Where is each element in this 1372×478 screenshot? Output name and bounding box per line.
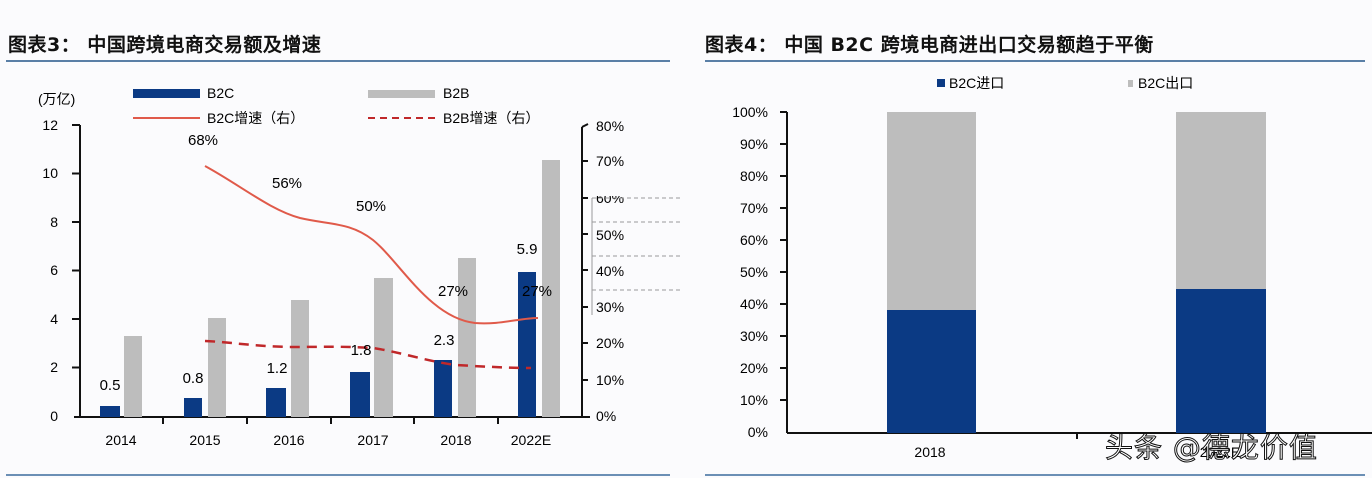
b2c-growth-labels: 68% 56% 50% 27% 27% <box>188 132 552 300</box>
b2c-growth-line <box>204 165 539 325</box>
svg-text:2: 2 <box>50 359 58 375</box>
svg-text:68%: 68% <box>188 132 218 149</box>
svg-text:100%: 100% <box>732 104 768 120</box>
svg-text:0: 0 <box>50 408 58 424</box>
svg-text:90%: 90% <box>740 136 768 152</box>
svg-text:12: 12 <box>42 117 58 133</box>
svg-text:20%: 20% <box>596 335 624 351</box>
legend-b2b-growth: B2B增速（右） <box>443 110 539 126</box>
svg-text:0.5: 0.5 <box>100 377 121 394</box>
legend-b2c-growth: B2C增速（右） <box>207 110 304 126</box>
chart4-title-rule <box>705 60 1365 62</box>
svg-text:70%: 70% <box>596 153 624 169</box>
chart3-legend: B2C B2B B2C增速（右） B2B增速（右） <box>133 85 539 126</box>
legend-b2c: B2C <box>207 85 234 101</box>
chart4-bottom-rule <box>705 474 1365 476</box>
svg-text:5.9: 5.9 <box>517 241 538 258</box>
svg-text:2017: 2017 <box>357 432 388 448</box>
overlay-dashed-grid <box>591 197 680 315</box>
svg-text:50%: 50% <box>596 227 624 243</box>
svg-text:27%: 27% <box>522 283 552 300</box>
chart3-left-axis <box>72 124 81 417</box>
chart3-unit-label: (万亿) <box>38 91 75 107</box>
svg-text:8: 8 <box>50 214 58 230</box>
svg-text:56%: 56% <box>272 175 302 192</box>
chart3-title: 图表3： 中国跨境电商交易额及增速 <box>8 34 322 56</box>
svg-text:80%: 80% <box>596 118 624 134</box>
chart4-x-axis <box>787 432 1372 439</box>
svg-text:6: 6 <box>50 262 58 278</box>
chart4-legend: B2C进口 B2C出口 <box>937 75 1193 91</box>
svg-text:20%: 20% <box>740 360 768 376</box>
legend-b2b: B2B <box>443 85 469 101</box>
chart4-y-ticks: 0% 10% 20% 30% 40% 50% 60% 70% 80% 90% 1… <box>732 104 768 440</box>
chart4-y-axis <box>780 111 788 433</box>
chart3-x-axis <box>74 416 590 424</box>
chart3-right-axis <box>581 123 589 417</box>
svg-text:60%: 60% <box>740 232 768 248</box>
svg-text:80%: 80% <box>740 168 768 184</box>
chart3-x-labels: 2014 2015 2016 2017 2018 2022E <box>105 432 551 448</box>
svg-text:0%: 0% <box>748 424 768 440</box>
svg-text:70%: 70% <box>740 200 768 216</box>
svg-text:50%: 50% <box>740 264 768 280</box>
chart4-svg: B2C进口 B2C出口 0% 10% 20% 30% 40% 50% 60% <box>732 75 1372 460</box>
chart3-title-rule <box>6 60 670 62</box>
svg-text:1.8: 1.8 <box>351 342 372 359</box>
svg-text:1.2: 1.2 <box>267 360 288 377</box>
svg-text:30%: 30% <box>740 328 768 344</box>
legend-b2c-import: B2C进口 <box>949 75 1004 91</box>
b2b-growth-line <box>204 339 532 370</box>
svg-text:30%: 30% <box>596 299 624 315</box>
svg-text:50%: 50% <box>356 198 386 215</box>
chart3-left-ticks: 0 2 4 6 8 10 12 <box>42 117 58 424</box>
svg-text:2022E: 2022E <box>511 432 551 448</box>
svg-text:10%: 10% <box>596 372 624 388</box>
b2c-value-labels: 0.5 0.8 1.2 1.8 2.3 5.9 <box>100 241 538 394</box>
svg-text:2022E: 2022E <box>1200 444 1240 460</box>
svg-text:2016: 2016 <box>273 432 304 448</box>
svg-text:27%: 27% <box>438 283 468 300</box>
b2b-bars <box>124 160 560 417</box>
svg-text:2018: 2018 <box>440 432 471 448</box>
svg-text:0%: 0% <box>596 408 616 424</box>
watermark: 头条 @德龙价值 <box>1105 431 1318 465</box>
legend-b2c-export: B2C出口 <box>1138 75 1193 91</box>
svg-text:10: 10 <box>42 165 58 181</box>
b2c-bars <box>100 272 536 417</box>
svg-text:10%: 10% <box>740 392 768 408</box>
chart3-right-ticks: 0% 10% 20% 30% 40% 50% 60% 70% 80% <box>596 118 624 424</box>
svg-text:0.8: 0.8 <box>183 370 204 387</box>
svg-text:40%: 40% <box>740 296 768 312</box>
chart4-title: 图表4： 中国 B2C 跨境电商进出口交易额趋于平衡 <box>705 34 1154 56</box>
chart4-x-labels: 2018 2022E <box>914 444 1240 460</box>
chart3-svg: (万亿) B2C B2B B2C增速（右） B2B增速（右） 0 2 4 6 <box>38 85 680 448</box>
svg-text:40%: 40% <box>596 263 624 279</box>
svg-text:2015: 2015 <box>189 432 220 448</box>
svg-text:2014: 2014 <box>105 432 136 448</box>
chart4-panel: 图表4： 中国 B2C 跨境电商进出口交易额趋于平衡 B2C进口 B2C出口 0… <box>700 0 1372 478</box>
svg-text:2.3: 2.3 <box>434 332 455 349</box>
chart3-panel: 图表3： 中国跨境电商交易额及增速 (万亿) B2C B2B B2C增速（右） … <box>0 0 680 478</box>
chart3-bottom-rule <box>6 474 670 476</box>
svg-text:2018: 2018 <box>914 444 945 460</box>
bar-2018 <box>887 112 976 433</box>
svg-text:4: 4 <box>50 311 58 327</box>
bar-2022e <box>1176 112 1266 433</box>
